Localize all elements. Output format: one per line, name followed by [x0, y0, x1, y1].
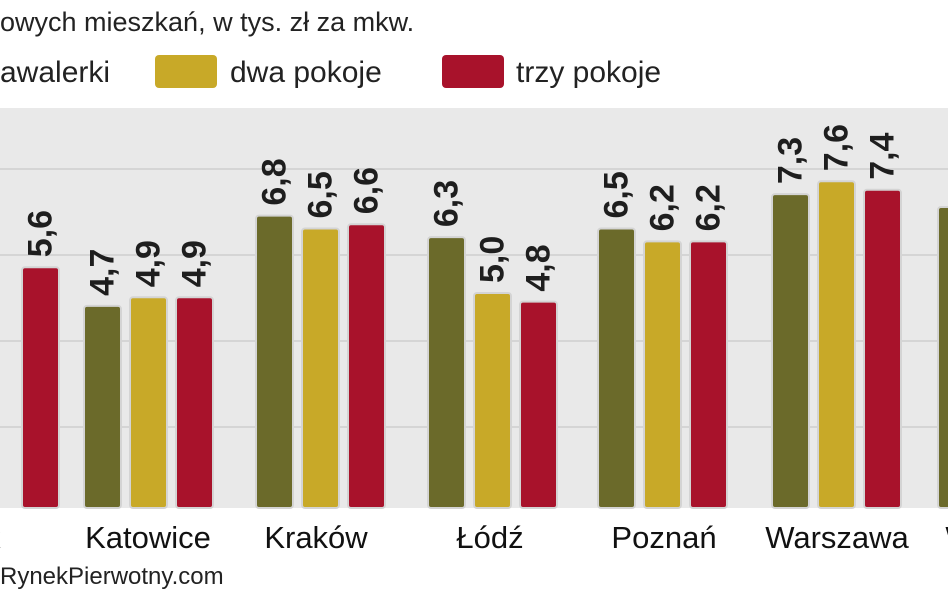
legend-label-dwa-pokoje: dwa pokoje [230, 56, 382, 89]
value-label: 6,8 [256, 158, 294, 205]
value-label: 5,6 [22, 210, 60, 257]
bar [21, 266, 60, 510]
category-label: Kraków [264, 520, 368, 555]
value-label: 4,9 [176, 240, 214, 287]
legend: awalerki dwa pokoje trzy pokoje [0, 55, 661, 89]
value-label: 5,0 [474, 236, 512, 283]
value-label: 6,3 [428, 180, 466, 227]
plot-area: 4,7 6,8 6,3 6,5 7,3 4,9 6,5 5,0 6,2 7,6 5,6 4,9 6,6 4… [0, 108, 948, 510]
bars [21, 180, 948, 510]
category-label: Warszawa [765, 520, 909, 555]
legend-label-awalerki: awalerki [0, 56, 110, 89]
source-label: RynekPierwotny.com [0, 563, 224, 590]
value-label: 6,2 [644, 184, 682, 231]
category-label: sk [0, 520, 1, 555]
bar [937, 206, 948, 509]
bar [817, 180, 856, 509]
bar [689, 240, 728, 509]
bar [301, 227, 340, 509]
value-label: 4,9 [130, 240, 168, 287]
category-label: W [945, 520, 948, 555]
value-labels: 4,7 6,8 6,3 6,5 7,3 4,9 6,5 5,0 6,2 7,6 5,6 4,9 6,6 4… [22, 124, 902, 296]
value-label: 4,7 [84, 249, 122, 296]
legend-label-trzy-pokoje: trzy pokoje [516, 56, 661, 89]
bar [473, 292, 512, 509]
value-label: 6,5 [598, 171, 636, 218]
category-label: Katowice [85, 520, 211, 555]
bar [519, 300, 558, 509]
value-label: 7,3 [772, 137, 810, 184]
bar [255, 214, 294, 509]
legend-swatch-dwa-pokoje [155, 55, 217, 88]
bar [175, 296, 214, 509]
category-labels: sk Katowice Kraków Łódź Poznań Warszawa W [0, 520, 948, 555]
legend-swatch-trzy-pokoje [442, 55, 504, 88]
bar [597, 227, 636, 509]
title-area: owych mieszkań, w tys. zł za mkw. [0, 7, 414, 37]
bar [347, 223, 386, 509]
bar [427, 236, 466, 509]
chart-title: owych mieszkań, w tys. zł za mkw. [0, 7, 414, 37]
value-label: 7,4 [864, 132, 902, 179]
value-label: 7,6 [818, 124, 856, 171]
value-label: 6,5 [302, 171, 340, 218]
value-label: 4,8 [520, 244, 558, 291]
category-label: Łódź [456, 520, 523, 555]
bar [771, 193, 810, 509]
bar [129, 296, 168, 509]
bar [83, 304, 122, 509]
bar [643, 240, 682, 509]
value-label: 6,2 [690, 184, 728, 231]
value-label: 6,6 [348, 167, 386, 214]
category-label: Poznań [611, 520, 716, 555]
bar [863, 188, 902, 510]
